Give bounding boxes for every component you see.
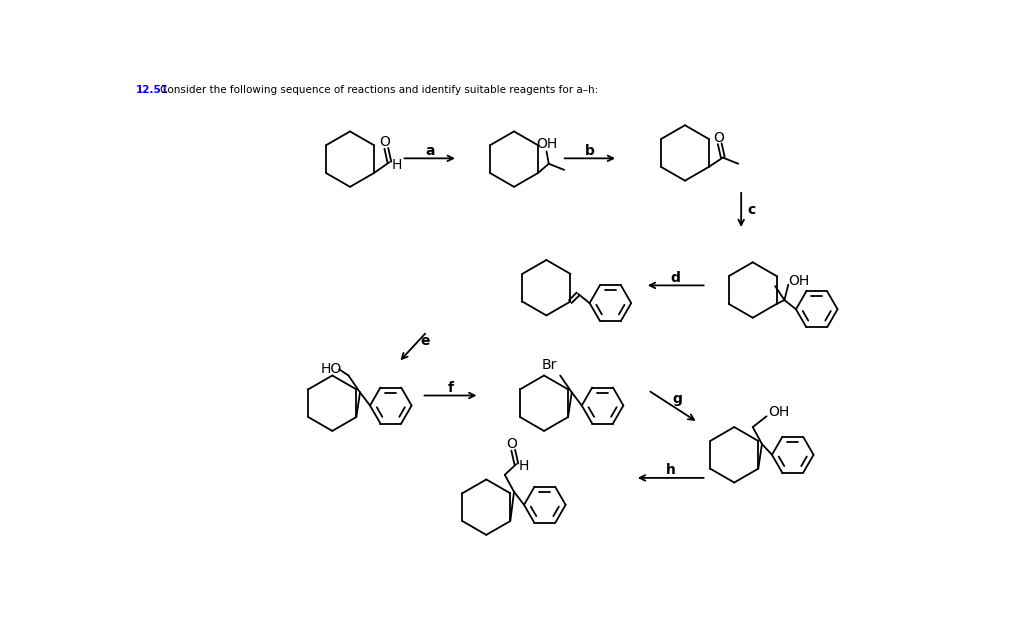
Text: d: d (671, 271, 681, 285)
Text: O: O (713, 130, 724, 144)
Text: OH: OH (536, 137, 557, 151)
Text: O: O (379, 135, 390, 149)
Text: O: O (506, 437, 517, 451)
Text: c: c (748, 203, 756, 217)
Text: HO: HO (321, 362, 342, 377)
Text: b: b (585, 144, 595, 158)
Text: H: H (392, 158, 402, 172)
Text: 12.51: 12.51 (136, 85, 169, 95)
Text: g: g (673, 392, 683, 406)
Text: H: H (519, 458, 529, 473)
Text: Consider the following sequence of reactions and identify suitable reagents for : Consider the following sequence of react… (160, 85, 598, 95)
Text: OH: OH (768, 404, 790, 418)
Text: e: e (420, 334, 430, 348)
Text: Br: Br (542, 358, 557, 372)
Text: h: h (666, 463, 676, 477)
Text: f: f (447, 381, 454, 395)
Text: a: a (425, 144, 434, 158)
Text: OH: OH (788, 274, 810, 288)
